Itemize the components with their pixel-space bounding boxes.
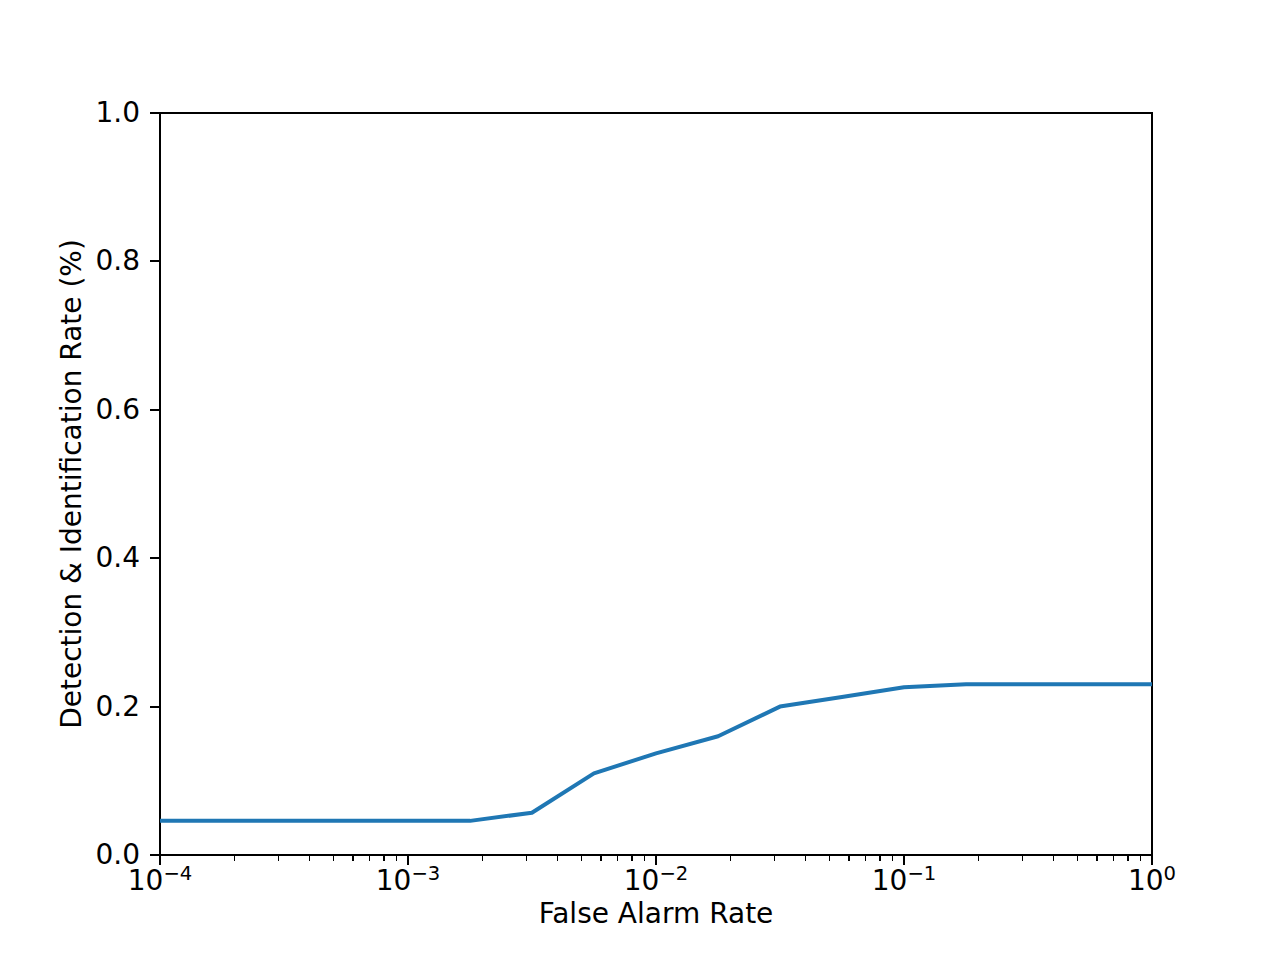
x-tick-exponent: −4: [163, 862, 192, 885]
y-tick-label: 0.2: [0, 693, 140, 721]
plot-area: [0, 0, 1280, 960]
x-tick-exponent: 0: [1164, 862, 1176, 885]
x-tick-base: 10: [624, 864, 660, 897]
x-tick-exponent: −1: [907, 862, 936, 885]
axes-spines: [160, 113, 1152, 855]
x-tick-exponent: −2: [659, 862, 688, 885]
x-tick-label: 10−1: [872, 867, 937, 895]
x-tick-label: 10−3: [376, 867, 441, 895]
x-tick-label: 100: [1128, 867, 1176, 895]
y-tick-label: 1.0: [0, 99, 140, 127]
y-tick-label: 0.0: [0, 841, 140, 869]
x-tick-base: 10: [872, 864, 908, 897]
y-tick-label: 0.4: [0, 544, 140, 572]
x-tick-exponent: −3: [411, 862, 440, 885]
y-tick-label: 0.6: [0, 396, 140, 424]
x-tick-label: 10−2: [624, 867, 689, 895]
x-axis-label: False Alarm Rate: [539, 899, 774, 930]
y-axis-label: Detection & Identification Rate (%): [57, 239, 88, 729]
figure: False Alarm Rate Detection & Identificat…: [0, 0, 1280, 960]
y-tick-label: 0.8: [0, 247, 140, 275]
x-tick-base: 10: [1128, 864, 1164, 897]
dir-far-curve: [160, 684, 1152, 821]
x-tick-label: 10−4: [128, 867, 193, 895]
x-tick-base: 10: [376, 864, 412, 897]
